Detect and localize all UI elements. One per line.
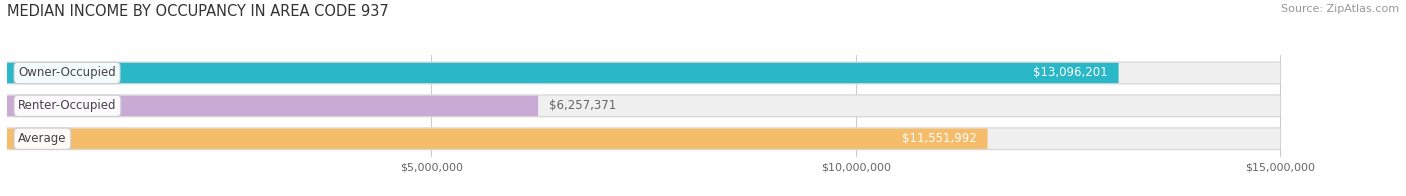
FancyBboxPatch shape bbox=[7, 63, 1119, 83]
Text: Renter-Occupied: Renter-Occupied bbox=[18, 99, 117, 112]
Text: Source: ZipAtlas.com: Source: ZipAtlas.com bbox=[1281, 4, 1399, 14]
Text: $6,257,371: $6,257,371 bbox=[550, 99, 616, 112]
FancyBboxPatch shape bbox=[7, 96, 538, 116]
FancyBboxPatch shape bbox=[7, 127, 1279, 150]
Text: $11,551,992: $11,551,992 bbox=[901, 132, 976, 145]
Text: MEDIAN INCOME BY OCCUPANCY IN AREA CODE 937: MEDIAN INCOME BY OCCUPANCY IN AREA CODE … bbox=[7, 4, 389, 19]
FancyBboxPatch shape bbox=[7, 129, 1279, 149]
Text: Average: Average bbox=[18, 132, 66, 145]
FancyBboxPatch shape bbox=[7, 63, 1279, 83]
FancyBboxPatch shape bbox=[7, 62, 1279, 84]
Text: $13,096,201: $13,096,201 bbox=[1033, 66, 1108, 79]
FancyBboxPatch shape bbox=[7, 129, 987, 149]
FancyBboxPatch shape bbox=[7, 94, 1279, 117]
Text: Owner-Occupied: Owner-Occupied bbox=[18, 66, 115, 79]
FancyBboxPatch shape bbox=[7, 96, 1279, 116]
